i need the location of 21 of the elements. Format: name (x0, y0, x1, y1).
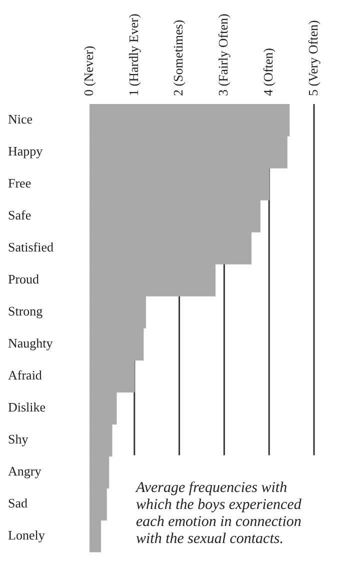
y-tick-label: Sad (8, 496, 28, 511)
y-tick-label: Naughty (8, 336, 54, 351)
x-tick-label: 0 (Never) (80, 46, 96, 96)
y-tick-label: Strong (8, 304, 44, 319)
y-tick-label: Proud (8, 272, 40, 286)
x-tick-label: 3 (Fairly Often) (216, 14, 231, 96)
y-tick-label: Afraid (8, 368, 42, 383)
y-tick-label: Safe (8, 207, 32, 222)
x-tick-label: 4 (Often) (260, 48, 276, 96)
y-tick-label: Nice (8, 111, 33, 126)
y-tick-label: Angry (8, 464, 42, 479)
x-tick-label: 1 (Hardly Ever) (126, 14, 141, 96)
annotation: Average frequencies with which the boys experienced each emotion in connection with the sexual contacts. (135, 480, 302, 548)
y-tick-label: Lonely (8, 528, 46, 543)
y-tick-label: Satisfied (8, 239, 54, 254)
x-tick-label: 5 (Very Often) (305, 20, 320, 96)
y-tick-label: Happy (8, 143, 44, 158)
y-tick-label: Dislike (8, 400, 46, 415)
y-tick-label: Free (8, 175, 32, 190)
x-tick-label: 2 (Sometimes) (170, 20, 186, 96)
y-tick-label: Shy (8, 432, 29, 447)
